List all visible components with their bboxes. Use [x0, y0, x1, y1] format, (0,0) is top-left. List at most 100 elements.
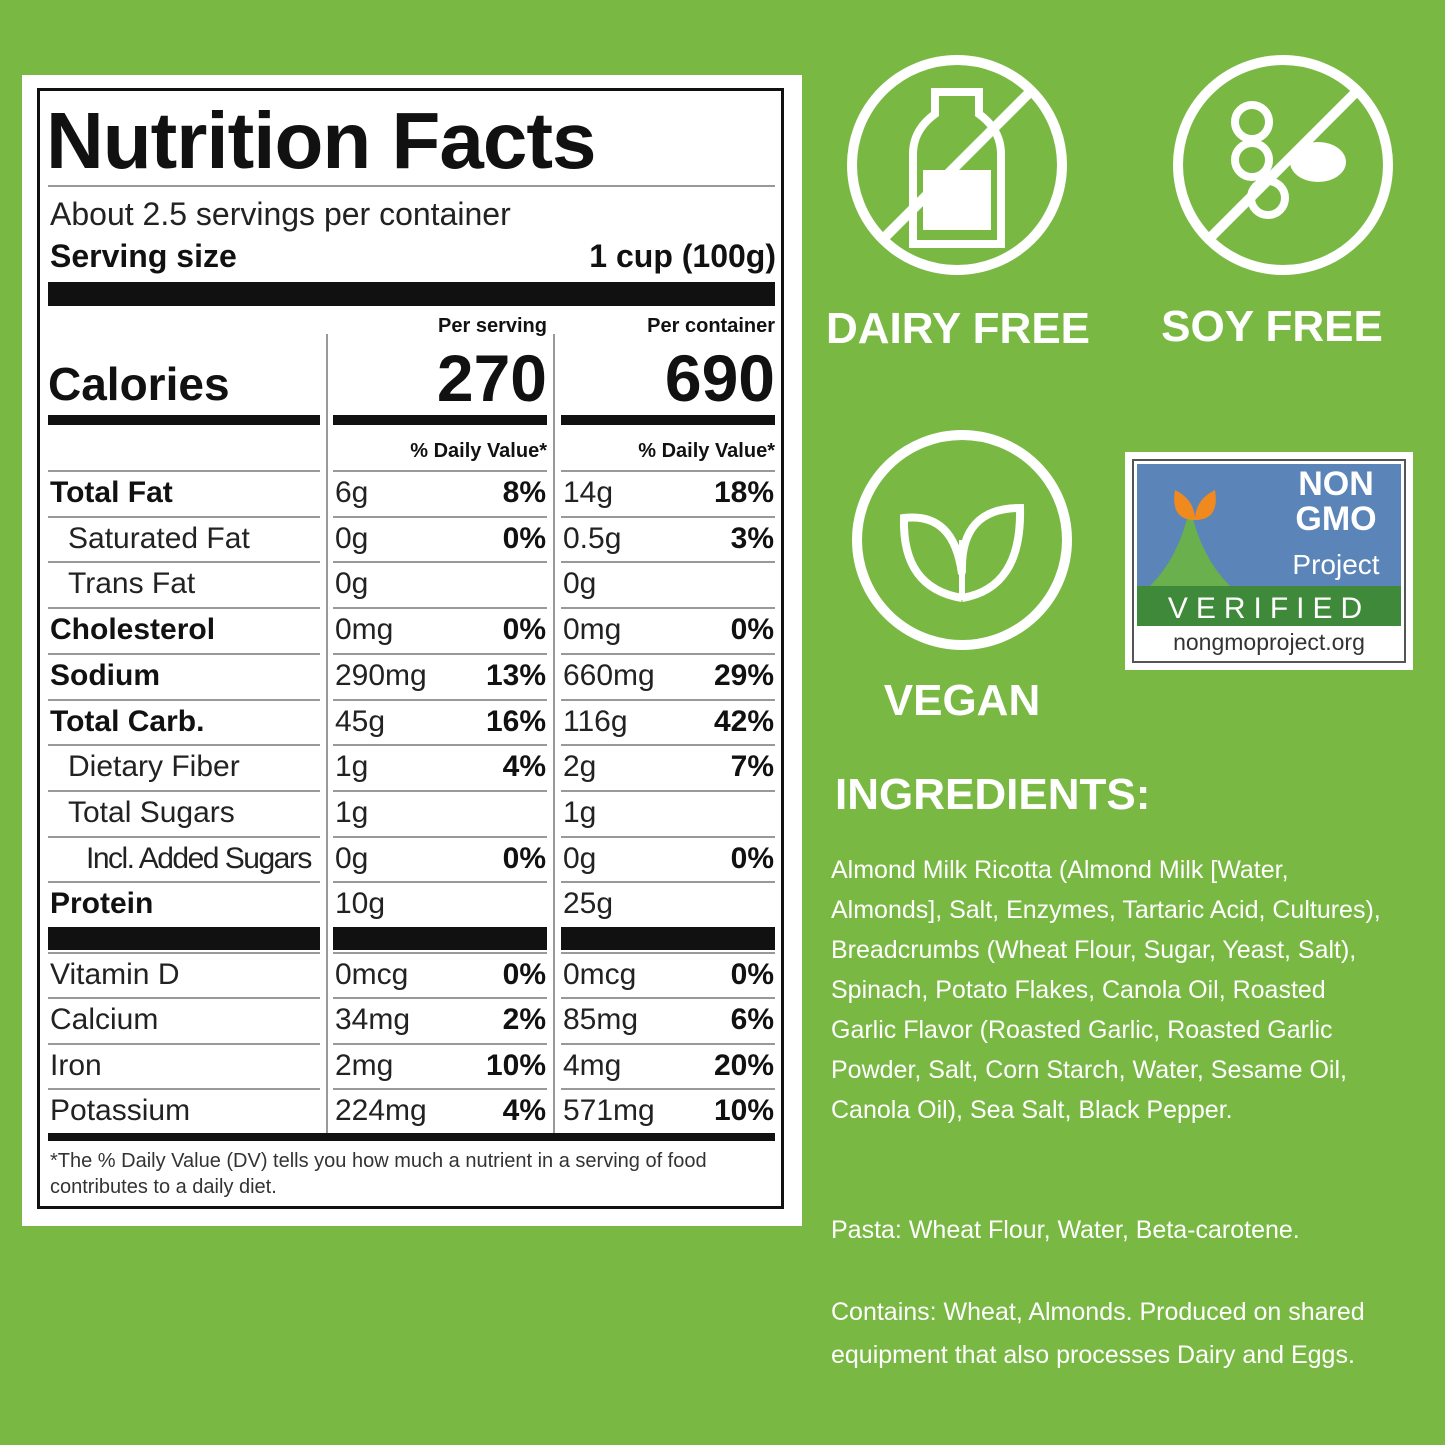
nutrient-name: Trans Fat [68, 567, 196, 601]
amount: 4mg [563, 1048, 622, 1082]
non-gmo-text: NON [1298, 465, 1374, 503]
row-rule [561, 698, 775, 701]
nutrient-name: Total Carb. [50, 704, 205, 738]
row-rule [48, 1042, 320, 1045]
row-rule [561, 789, 775, 792]
row-rule [561, 1087, 775, 1090]
row-rule [48, 744, 320, 747]
row-rule [48, 652, 320, 655]
daily-value: 4% [502, 750, 546, 784]
amount: 0mg [335, 613, 394, 647]
amount: 10g [335, 887, 386, 921]
row-rule [561, 997, 775, 1000]
ingredients-text: Contains: Wheat, Almonds. Produced on sh… [831, 1298, 1365, 1369]
label-border [37, 88, 784, 1209]
nutrient-name: Protein [50, 887, 154, 921]
amount: 2g [563, 750, 597, 784]
daily-value: 18% [713, 476, 774, 509]
row-rule [561, 1042, 775, 1045]
amount: 0g [335, 521, 369, 555]
daily-value: 4% [502, 1093, 546, 1127]
nutrient-name: Saturated Fat [68, 521, 250, 555]
nutrient-name: Total Fat [50, 476, 173, 509]
row-rule [333, 607, 547, 610]
row-rule [48, 789, 320, 792]
row-rule [561, 515, 775, 518]
soy-icon [1173, 55, 1393, 275]
daily-value: 16% [485, 704, 546, 738]
amount: 85mg [563, 1003, 639, 1037]
row-rule [333, 835, 547, 838]
daily-value: 3% [730, 521, 774, 555]
row-rule [561, 607, 775, 610]
daily-value: 13% [485, 658, 546, 692]
amount: 45g [335, 704, 386, 738]
daily-value: 20% [713, 1048, 774, 1082]
daily-value: 10% [485, 1048, 546, 1082]
row-rule [48, 835, 320, 838]
ingredients-text: Almond Milk Ricotta (Almond Milk [Water,… [831, 856, 1381, 1124]
nutrient-name: Vitamin D [50, 958, 180, 991]
row-rule [561, 744, 775, 747]
amount: 0g [335, 567, 369, 601]
non-gmo-text: GMO [1295, 500, 1376, 538]
amount: 1g [563, 795, 597, 829]
serving-size-label: Serving size [50, 238, 237, 274]
daily-value: 0% [502, 521, 546, 555]
amount: 660mg [563, 658, 655, 692]
daily-value: 42% [713, 704, 774, 738]
serving-size-value: 1 cup (100g) [589, 238, 776, 274]
amount: 0mcg [335, 958, 409, 991]
daily-value: 0% [502, 958, 546, 991]
non-gmo-badge: NON GMO Project VERIFIED nongmoproject.o… [1125, 452, 1413, 670]
ingredients-text: Pasta: Wheat Flour, Water, Beta-carotene… [831, 1216, 1300, 1244]
daily-value: 0% [730, 958, 774, 991]
daily-value: 8% [502, 476, 546, 509]
row-rule [333, 997, 547, 1000]
row-rule [48, 515, 320, 518]
row-rule [48, 997, 320, 1000]
row-rule [333, 470, 547, 472]
nutrient-name: Cholesterol [50, 613, 216, 647]
badge-label: DAIRY FREE [825, 304, 1091, 353]
nutrition-content: Nutrition Facts About 2.5 servings per c… [0, 0, 810, 1240]
non-gmo-verified: VERIFIED [1168, 592, 1370, 625]
row-rule [48, 561, 320, 564]
amount: 1g [335, 795, 369, 829]
row-rule [333, 698, 547, 701]
amount: 0mg [563, 613, 622, 647]
row-rule [333, 1087, 547, 1090]
daily-value: 7% [730, 750, 774, 784]
amount: 571mg [563, 1093, 655, 1127]
calories-serving: 270 [436, 341, 547, 415]
row-rule [333, 744, 547, 747]
servings: About 2.5 servings per container [50, 196, 511, 232]
amount: 34mg [335, 1003, 411, 1037]
row-rule [333, 1042, 547, 1045]
nutrient-name: Calcium [50, 1003, 159, 1037]
amount: 1g [335, 750, 369, 784]
per-container-label: Per container [647, 315, 775, 337]
nutrient-name: Iron [50, 1048, 102, 1082]
row-rule [561, 561, 775, 564]
row-rule [561, 952, 775, 954]
amount: 6g [335, 476, 369, 509]
amount: 0g [335, 841, 369, 875]
amount: 0mcg [563, 958, 637, 991]
non-gmo-text: Project [1292, 549, 1379, 580]
row-rule [48, 1087, 320, 1090]
ingredients-heading: INGREDIENTS: [835, 770, 1151, 819]
row-rule [333, 789, 547, 792]
badge-label: VEGAN [883, 676, 1041, 725]
row-rule [333, 561, 547, 564]
dv-header: % Daily Value* [638, 440, 775, 462]
nutrient-name: Potassium [50, 1093, 191, 1127]
daily-value: 0% [502, 841, 546, 875]
nutrient-name: Total Sugars [68, 795, 235, 829]
row-rule [48, 607, 320, 610]
row-rule [333, 952, 547, 954]
amount: 0.5g [563, 521, 622, 555]
amount: 14g [563, 476, 614, 509]
row-rule [561, 652, 775, 655]
